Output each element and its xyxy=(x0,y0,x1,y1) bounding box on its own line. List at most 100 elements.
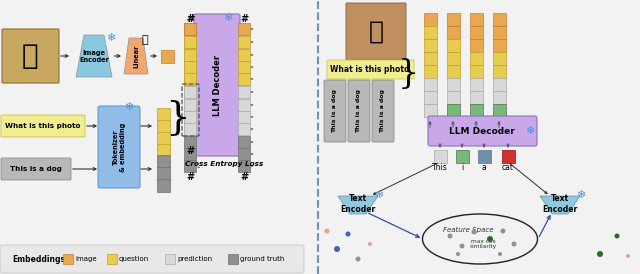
Bar xyxy=(470,90,483,104)
Bar xyxy=(470,116,483,130)
Bar xyxy=(238,99,250,111)
Text: LLM Decoder: LLM Decoder xyxy=(212,55,221,116)
Bar xyxy=(184,110,196,122)
Text: Image
Encoder: Image Encoder xyxy=(79,50,109,62)
Bar xyxy=(165,254,175,264)
Bar xyxy=(424,64,436,78)
Bar xyxy=(424,78,436,90)
Circle shape xyxy=(626,254,630,258)
Circle shape xyxy=(456,252,460,256)
Bar xyxy=(184,61,196,73)
Bar xyxy=(493,25,506,39)
Bar xyxy=(447,90,460,104)
Circle shape xyxy=(614,233,620,238)
Bar xyxy=(184,73,196,85)
Bar xyxy=(184,86,196,98)
Text: This is a dog: This is a dog xyxy=(356,89,362,133)
Bar xyxy=(238,23,250,35)
Bar xyxy=(424,52,436,64)
Bar xyxy=(184,148,196,160)
Text: Feature Space: Feature Space xyxy=(443,227,493,233)
Polygon shape xyxy=(338,196,378,214)
Bar xyxy=(238,61,250,73)
Bar xyxy=(493,52,506,64)
Bar xyxy=(470,52,483,64)
Circle shape xyxy=(324,229,330,233)
Text: What is this photo: What is this photo xyxy=(330,65,410,75)
Text: Linear: Linear xyxy=(133,44,139,68)
FancyBboxPatch shape xyxy=(2,29,59,83)
Bar xyxy=(493,116,506,130)
Bar xyxy=(184,23,196,35)
Polygon shape xyxy=(124,38,148,74)
Bar xyxy=(424,39,436,52)
Bar xyxy=(238,123,250,135)
Text: ❄: ❄ xyxy=(124,102,134,112)
Text: ❄: ❄ xyxy=(223,13,233,23)
Bar xyxy=(63,254,73,264)
Bar xyxy=(447,104,460,116)
Bar xyxy=(424,13,436,25)
Circle shape xyxy=(487,236,493,242)
Bar xyxy=(238,86,250,98)
Text: Tokenizer
& embedding: Tokenizer & embedding xyxy=(113,122,125,172)
Circle shape xyxy=(500,229,506,233)
Text: prediction: prediction xyxy=(177,256,212,262)
Bar xyxy=(184,111,196,123)
Text: ❄: ❄ xyxy=(106,33,116,43)
Text: }: } xyxy=(164,101,189,138)
Bar xyxy=(424,25,436,39)
Polygon shape xyxy=(76,35,112,77)
Text: }: } xyxy=(397,58,419,90)
Text: Cross Entropy Loss: Cross Entropy Loss xyxy=(185,161,263,167)
Bar xyxy=(184,85,196,97)
Text: ground truth: ground truth xyxy=(240,256,284,262)
Text: ❄: ❄ xyxy=(374,190,384,200)
Text: question: question xyxy=(119,256,149,262)
Bar xyxy=(184,136,196,148)
Bar xyxy=(238,136,250,148)
Bar xyxy=(228,254,238,264)
Circle shape xyxy=(447,233,452,238)
Bar xyxy=(238,49,250,61)
Circle shape xyxy=(498,252,502,256)
Text: #: # xyxy=(240,14,248,24)
Bar xyxy=(447,13,460,25)
Circle shape xyxy=(346,232,351,236)
Bar xyxy=(493,78,506,90)
Bar xyxy=(493,64,506,78)
Bar xyxy=(447,78,460,90)
Text: #: # xyxy=(186,14,194,24)
FancyBboxPatch shape xyxy=(1,115,85,137)
FancyBboxPatch shape xyxy=(98,106,140,188)
Text: This: This xyxy=(432,162,448,172)
Text: This is a dog: This is a dog xyxy=(381,89,385,133)
Bar xyxy=(493,104,506,116)
Bar xyxy=(447,52,460,64)
Text: 🐕: 🐕 xyxy=(22,42,38,70)
FancyBboxPatch shape xyxy=(194,14,240,156)
Text: This is a dog: This is a dog xyxy=(333,89,337,133)
Circle shape xyxy=(511,241,516,247)
Bar xyxy=(184,122,196,134)
Text: #: # xyxy=(186,146,194,156)
Bar xyxy=(184,23,196,35)
Circle shape xyxy=(355,256,360,261)
Text: 🔥: 🔥 xyxy=(141,35,148,45)
FancyBboxPatch shape xyxy=(372,80,394,142)
Bar xyxy=(157,155,170,167)
Bar xyxy=(157,119,170,133)
Bar xyxy=(238,148,250,160)
Bar xyxy=(157,144,170,156)
Text: max cos
similarity: max cos similarity xyxy=(469,239,497,249)
Text: LLM Decoder: LLM Decoder xyxy=(449,127,515,136)
Text: image: image xyxy=(75,256,97,262)
Bar xyxy=(107,254,117,264)
Bar xyxy=(238,36,250,48)
FancyBboxPatch shape xyxy=(346,3,406,60)
Bar xyxy=(493,13,506,25)
Text: This is a dog: This is a dog xyxy=(10,166,62,172)
FancyBboxPatch shape xyxy=(1,158,71,180)
Bar xyxy=(456,150,468,162)
Text: Embeddings: Embeddings xyxy=(12,255,65,264)
